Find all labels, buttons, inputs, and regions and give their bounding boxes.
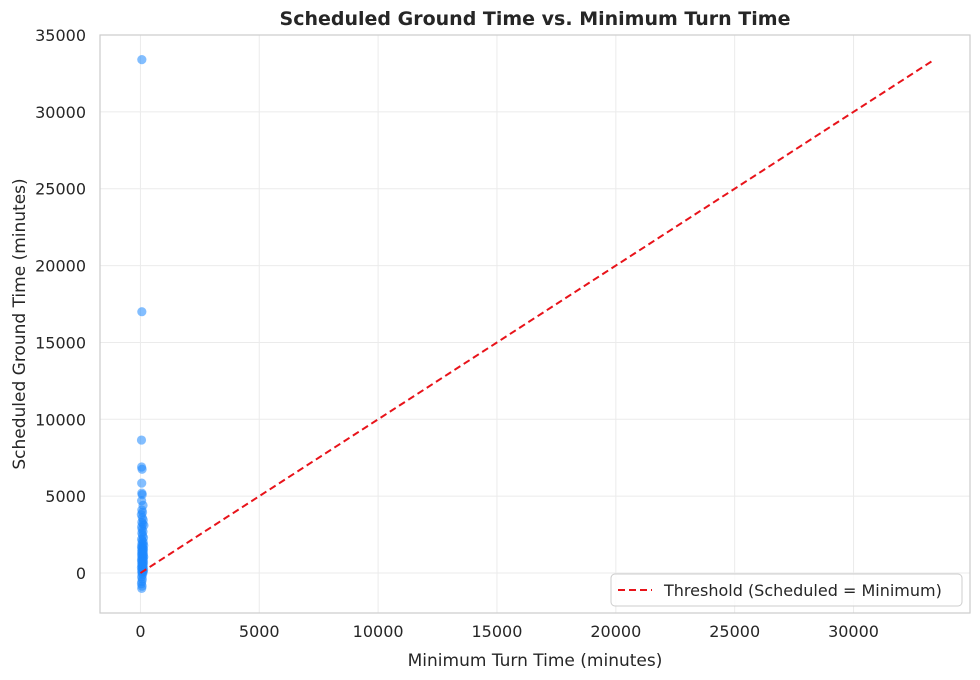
data-point [137,478,147,488]
legend-label: Threshold (Scheduled = Minimum) [663,581,942,600]
grid-lines [100,34,970,613]
x-tick-label: 0 [135,622,145,641]
y-tick-label: 0 [76,564,86,583]
y-tick-label: 5000 [45,487,86,506]
y-tick-label: 15000 [35,333,86,352]
y-tick-label: 20000 [35,257,86,276]
data-point [137,464,147,474]
y-tick-label: 10000 [35,410,86,429]
legend-box [610,573,963,607]
x-axis-ticks: 0 5000 10000 15000 20000 25000 30000 [135,622,879,641]
x-tick-label: 20000 [590,622,641,641]
y-tick-label: 35000 [35,26,86,45]
data-point [137,54,147,65]
data-point [137,307,147,317]
data-point [136,435,147,445]
plot-frame [99,34,971,614]
y-axis-label: Scheduled Ground Time (minutes) [10,178,30,469]
x-tick-label: 15000 [472,622,523,641]
y-tick-label: 30000 [35,103,86,122]
x-tick-label: 10000 [353,622,404,641]
x-tick-label: 30000 [828,622,879,641]
x-axis-label: Minimum Turn Time (minutes) [408,651,663,671]
x-tick-label: 5000 [239,622,280,641]
x-tick-label: 25000 [709,622,760,641]
y-tick-label: 25000 [35,180,86,199]
threshold-line [139,58,935,574]
legend: Threshold (Scheduled = Minimum) [610,573,963,607]
data-point [137,583,147,594]
chart-title: Scheduled Ground Time vs. Minimum Turn T… [280,8,791,30]
data-points [136,54,149,594]
y-axis-ticks: 0 5000 10000 15000 20000 25000 30000 35000 [35,26,86,583]
